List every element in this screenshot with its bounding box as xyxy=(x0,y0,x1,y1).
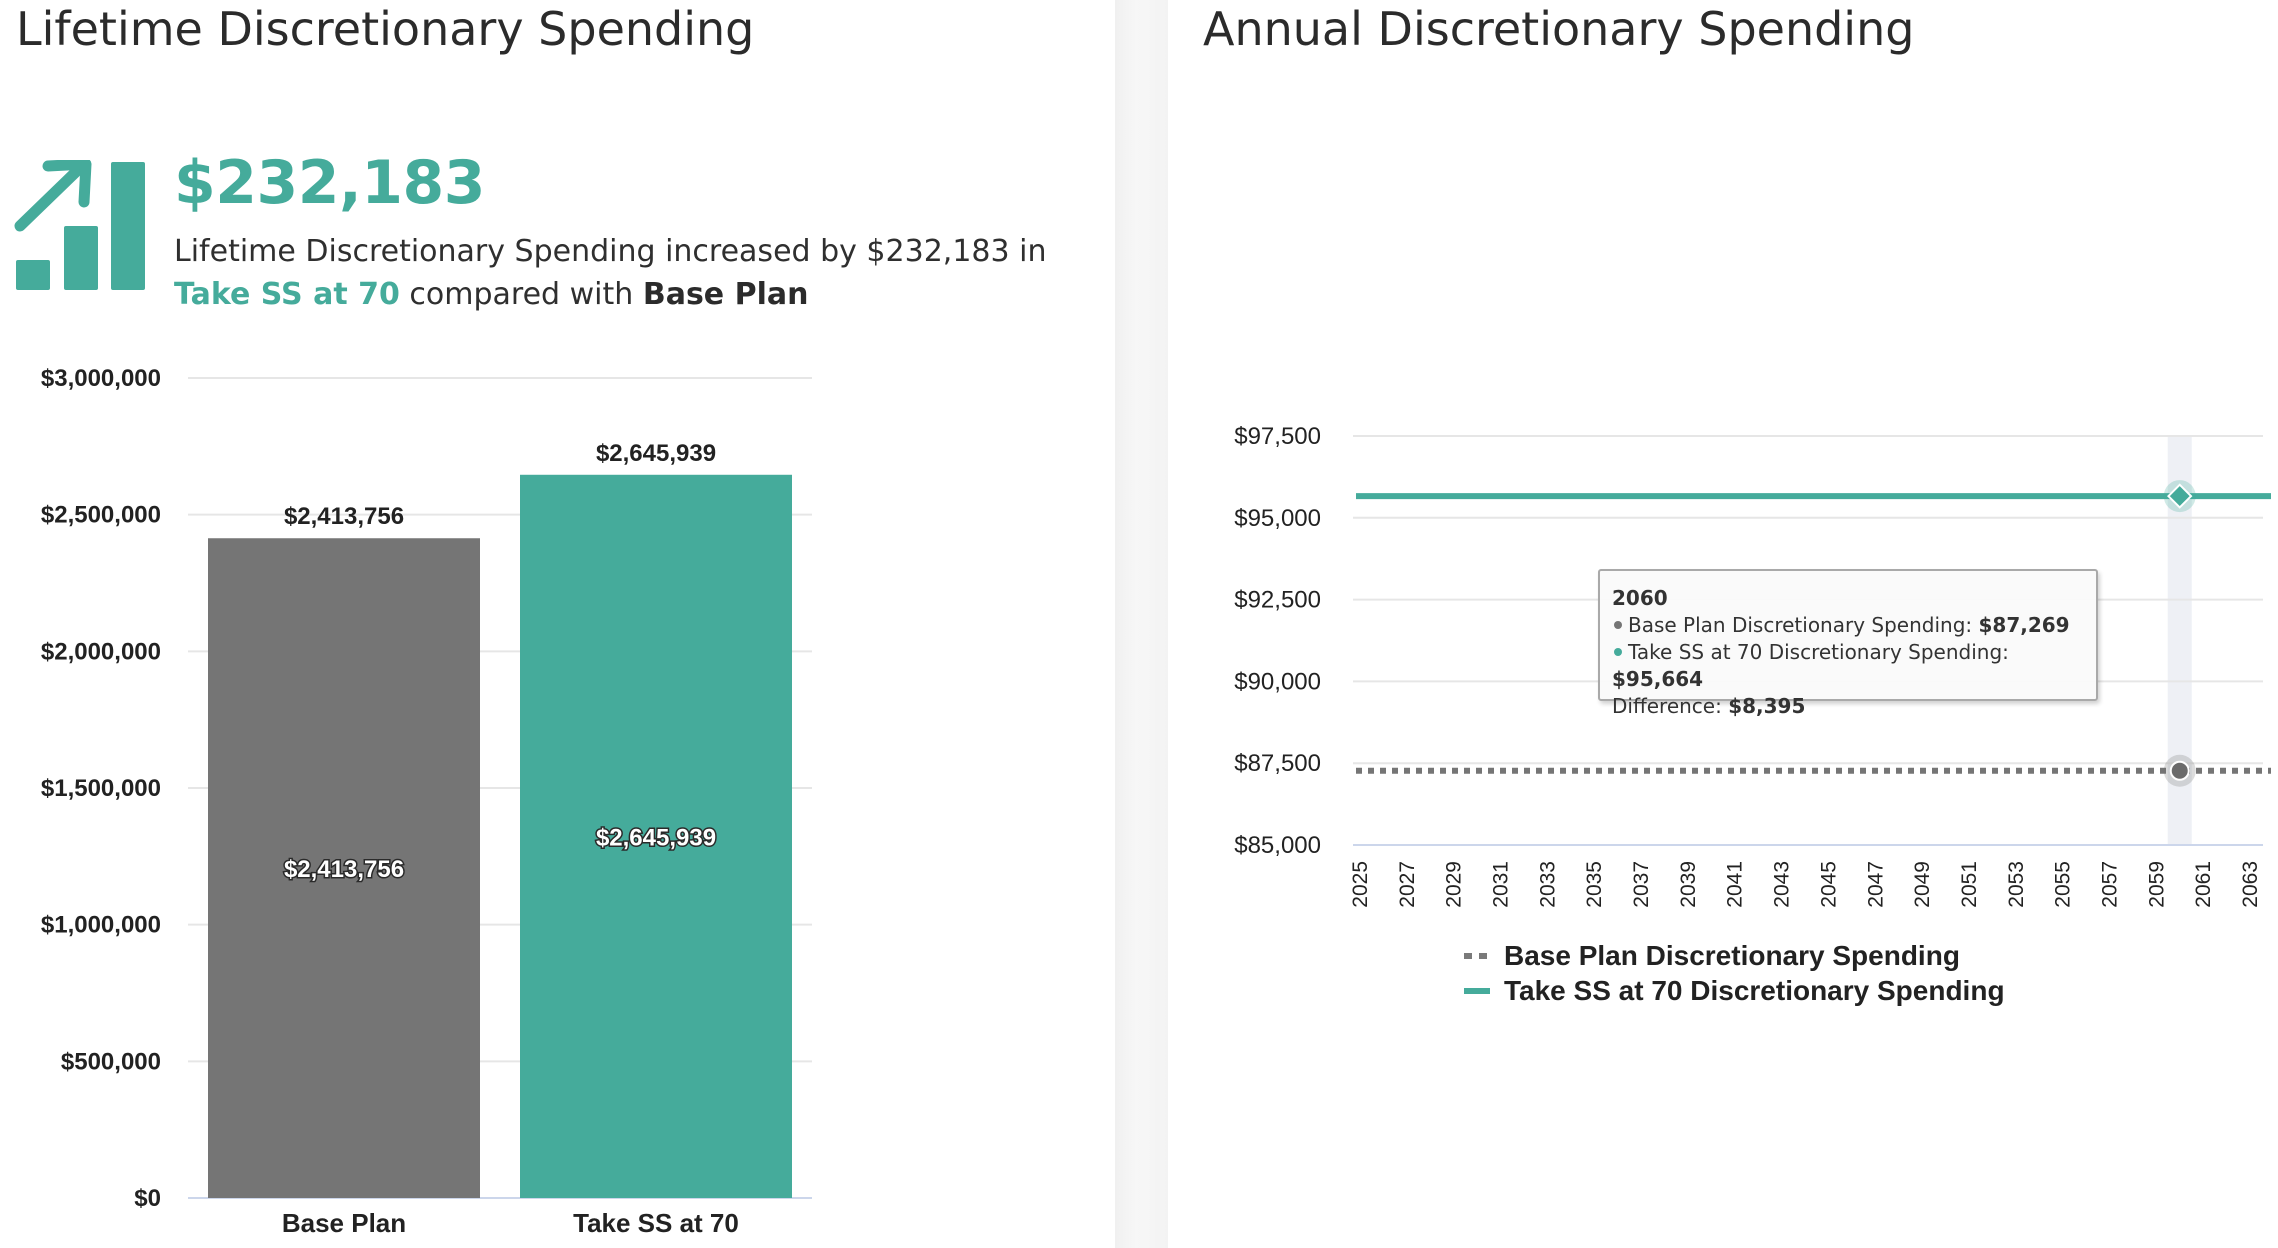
bar-y-tick-label: $3,000,000 xyxy=(41,365,161,392)
chart-legend: Base Plan Discretionary Spending Take SS… xyxy=(1464,938,2005,1008)
base-series-dot-icon xyxy=(1614,621,1622,629)
data-point-base-plan-2060[interactable] xyxy=(2169,760,2190,781)
base-plan-name: Base Plan xyxy=(642,277,809,312)
lifetime-increase-value: $232,183 xyxy=(174,148,486,218)
bar-y-tick-label: $2,000,000 xyxy=(41,638,161,665)
solid-line-swatch-icon xyxy=(1464,987,1490,994)
line-x-tick-label: 2061 xyxy=(2192,861,2215,908)
tooltip-scenario-row: Take SS at 70 Discretionary Spending: $9… xyxy=(1612,639,2084,693)
lifetime-spending-panel: Lifetime Discretionary Spending $232,183… xyxy=(0,0,1115,1248)
tooltip-scenario-label: Take SS at 70 Discretionary Spending: xyxy=(1628,640,2009,664)
line-x-tick-label: 2031 xyxy=(1490,861,1513,908)
bar-y-tick-label: $1,000,000 xyxy=(41,912,161,939)
trend-up-chart-icon xyxy=(14,160,145,290)
line-x-tick-label: 2033 xyxy=(1536,861,1559,908)
lifetime-spending-bar-chart: $0 $500,000 $1,000,000 $1,500,000 $2,000,000… xyxy=(41,365,812,1238)
legend-item-take-ss[interactable]: Take SS at 70 Discretionary Spending xyxy=(1464,973,2005,1008)
line-x-tick-label: 2025 xyxy=(1349,861,1372,908)
tooltip-difference-value: $8,395 xyxy=(1728,694,1806,718)
line-x-tick-label: 2053 xyxy=(2005,861,2028,908)
legend-label-take-ss: Take SS at 70 Discretionary Spending xyxy=(1504,974,2005,1006)
summary-text-part-1: Lifetime Discretionary Spending increase… xyxy=(174,234,1047,269)
line-x-tick-label: 2059 xyxy=(2145,861,2168,908)
line-x-tick-label: 2063 xyxy=(2239,861,2262,908)
data-point-take-ss-2060[interactable] xyxy=(2167,483,2193,509)
line-x-tick-label: 2055 xyxy=(2052,861,2075,908)
line-x-tick-label: 2043 xyxy=(1771,861,1794,908)
line-x-tick-label: 2035 xyxy=(1583,861,1606,908)
lifetime-summary-text: Lifetime Discretionary Spending increase… xyxy=(174,230,1084,316)
scenario-series-dot-icon xyxy=(1614,648,1622,656)
bar-value-label: $2,645,939 xyxy=(596,440,716,467)
bar-base-plan[interactable] xyxy=(208,538,480,1198)
bar-inner-value-label: $2,645,939 xyxy=(596,824,716,851)
tooltip-base-value: $87,269 xyxy=(1978,613,2070,637)
bar-x-category-label: Base Plan xyxy=(282,1208,406,1238)
tooltip-scenario-value: $95,664 xyxy=(1612,667,1704,691)
line-y-tick-label: $97,500 xyxy=(1234,423,1321,450)
line-x-tick-label: 2027 xyxy=(1396,861,1419,908)
line-y-tick-label: $87,500 xyxy=(1234,750,1321,777)
annual-spending-title: Annual Discretionary Spending xyxy=(1203,2,1915,56)
bar-y-tick-label: $0 xyxy=(134,1185,161,1212)
bar-y-tick-label: $500,000 xyxy=(61,1048,161,1075)
line-y-tick-label: $92,500 xyxy=(1234,587,1321,614)
lifetime-spending-title: Lifetime Discretionary Spending xyxy=(16,2,755,56)
tooltip-year: 2060 xyxy=(1612,586,1668,610)
bar-x-category-label: Take SS at 70 xyxy=(573,1208,739,1238)
bar-y-tick-label: $2,500,000 xyxy=(41,502,161,529)
scenario-name-link[interactable]: Take SS at 70 xyxy=(174,277,400,312)
line-y-tick-label: $90,000 xyxy=(1234,668,1321,695)
line-x-tick-label: 2041 xyxy=(1724,861,1747,908)
line-x-tick-label: 2039 xyxy=(1677,861,1700,908)
tooltip-difference-row: Difference: $8,395 xyxy=(1612,693,2084,720)
line-x-tick-label: 2051 xyxy=(1958,861,1981,908)
line-y-tick-label: $95,000 xyxy=(1234,505,1321,532)
line-x-tick-label: 2049 xyxy=(1911,861,1934,908)
bar-take-ss-at-70[interactable] xyxy=(520,474,792,1198)
bar-y-tick-label: $1,500,000 xyxy=(41,775,161,802)
line-x-tick-label: 2045 xyxy=(1817,861,1840,908)
tooltip-difference-label: Difference: xyxy=(1612,694,1722,718)
line-x-tick-label: 2057 xyxy=(2098,861,2121,908)
legend-label-base-plan: Base Plan Discretionary Spending xyxy=(1504,939,1960,971)
bar-inner-value-label: $2,413,756 xyxy=(284,856,404,883)
tooltip-base-label: Base Plan Discretionary Spending: xyxy=(1628,613,1973,637)
chart-tooltip: 2060 Base Plan Discretionary Spending: $… xyxy=(1598,569,2098,718)
annual-spending-panel: Annual Discretionary Spending $85,000 $87… xyxy=(1168,0,2278,1248)
line-x-tick-label: 2047 xyxy=(1864,861,1887,908)
legend-item-base-plan[interactable]: Base Plan Discretionary Spending xyxy=(1464,938,2005,973)
summary-text-part-2: compared with xyxy=(409,277,634,312)
line-x-tick-label: 2037 xyxy=(1630,861,1653,908)
bar-value-label: $2,413,756 xyxy=(284,503,404,530)
tooltip-base-row: Base Plan Discretionary Spending: $87,26… xyxy=(1612,612,2084,639)
line-x-tick-label: 2029 xyxy=(1443,861,1466,908)
dotted-line-swatch-icon xyxy=(1464,952,1490,959)
panel-divider xyxy=(1115,0,1168,1248)
line-y-tick-label: $85,000 xyxy=(1234,832,1321,859)
